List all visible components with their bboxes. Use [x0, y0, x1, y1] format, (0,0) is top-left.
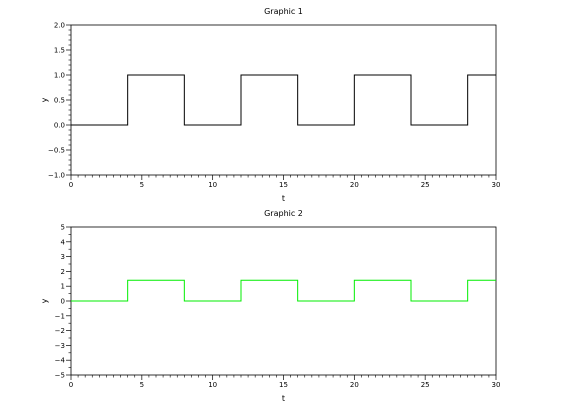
chart-title: Graphic 2: [264, 209, 303, 218]
x-tick-label: 25: [421, 181, 430, 189]
y-tick-label: −1.0: [48, 172, 65, 180]
x-tick-label: 5: [140, 181, 144, 189]
x-tick-label: 30: [492, 181, 501, 189]
x-tick-label: 15: [279, 181, 288, 189]
y-tick-label: −3: [55, 342, 65, 350]
x-tick-label: 15: [279, 381, 288, 389]
x-tick-label: 0: [69, 181, 73, 189]
y-tick-label: −1: [55, 312, 65, 320]
y-tick-label: −5: [55, 372, 65, 380]
x-axis-label: t: [282, 394, 285, 401]
y-tick-label: −4: [55, 357, 66, 365]
y-tick-label: 0.5: [54, 97, 65, 105]
y-tick-label: 1: [61, 283, 65, 291]
x-tick-label: 5: [140, 381, 144, 389]
plot-frame: [70, 24, 497, 176]
x-tick-label: 20: [350, 381, 359, 389]
y-tick-label: −0.5: [48, 147, 65, 155]
x-tick-label: 30: [492, 381, 501, 389]
y-tick-label: −2: [55, 327, 65, 335]
y-tick-label: 5: [61, 224, 65, 232]
y-tick-label: 0.0: [54, 122, 65, 130]
y-tick-label: 2: [61, 268, 65, 276]
series-line-1: [71, 279, 496, 302]
x-tick-label: 25: [421, 381, 430, 389]
x-axis-label: t: [282, 194, 285, 203]
y-tick-label: 0: [61, 298, 65, 306]
y-tick-label: 2.0: [54, 22, 65, 30]
chart-2: Graphic 2 0 5 10 15 20 25 30 −5 −4 −3 −2 −1 0 1 2 3 4 5 t y: [40, 209, 500, 401]
y-axis-label: y: [40, 97, 49, 102]
x-tick-label: 10: [208, 381, 217, 389]
y-tick-label: 3: [61, 253, 65, 261]
chart-title: Graphic 1: [264, 7, 303, 16]
series-line-1: [71, 74, 496, 126]
y-tick-label: 1.0: [54, 72, 65, 80]
chart-1: Graphic 1 0 5 10 15 20 25 30 −1.0 −0.5 0.0 0.5 1.0 1.…: [40, 7, 500, 203]
x-tick-label: 0: [69, 381, 73, 389]
y-tick-label: 4: [61, 238, 66, 246]
y-tick-label: 1.5: [54, 47, 65, 55]
x-tick-label: 20: [350, 181, 359, 189]
x-tick-label: 10: [208, 181, 217, 189]
y-axis-label: y: [40, 298, 49, 303]
